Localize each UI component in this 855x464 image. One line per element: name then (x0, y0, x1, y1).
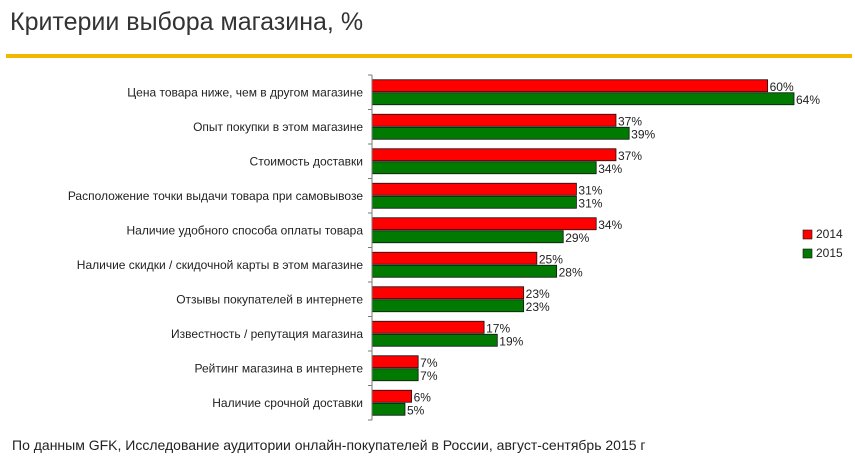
bar-2014 (371, 79, 769, 93)
bar-2014 (371, 113, 617, 127)
category-label: Опыт покупки в этом магазине (193, 120, 363, 134)
legend-label-2014: 2014 (816, 227, 843, 241)
title-divider (6, 54, 852, 58)
bar-2014 (371, 182, 577, 196)
data-label-2014: 37% (618, 149, 642, 163)
bar-2015 (371, 230, 564, 244)
data-label-2015: 7% (420, 369, 438, 383)
data-label-2015: 19% (499, 334, 523, 348)
legend-swatch-2014 (802, 229, 813, 240)
page-title: Критерии выбора магазина, % (10, 8, 364, 36)
legend-label-2015: 2015 (816, 246, 843, 260)
data-label-2015: 28% (559, 265, 583, 279)
category-label: Рейтинг магазина в интернете (195, 361, 364, 375)
bar-2015 (371, 195, 577, 209)
category-label: Наличие удобного способа оплаты товара (126, 223, 363, 237)
data-label-2014: 25% (539, 252, 563, 266)
bar-2015 (371, 126, 630, 140)
bar-2015 (371, 368, 419, 382)
bar-2015 (371, 161, 597, 175)
category-label: Расположение точки выдачи товара при сам… (68, 189, 363, 203)
category-label: Стоимость доставки (250, 154, 363, 168)
data-label-2014: 31% (578, 183, 602, 197)
category-label: Известность / репутация магазина (171, 327, 363, 341)
bar-2015 (371, 264, 558, 278)
data-label-2014: 37% (618, 114, 642, 128)
data-label-2015: 29% (565, 231, 589, 245)
bar-2014 (371, 217, 597, 231)
data-label-2014: 7% (420, 356, 438, 370)
data-label-2015: 5% (407, 403, 425, 417)
data-label-2014: 17% (486, 321, 510, 335)
bar-2014 (371, 286, 525, 300)
category-label: Отзывы покупателей в интернете (176, 292, 363, 306)
bar-2015 (371, 333, 498, 347)
category-label: Наличие срочной доставки (212, 396, 363, 410)
data-label-2014: 23% (526, 287, 550, 301)
source-footnote: По данным GFK, Исследование аудитории он… (12, 437, 646, 453)
category-label: Цена товара ниже, чем в другом магазине (127, 85, 363, 99)
bar-2014 (371, 251, 538, 265)
data-label-2015: 34% (598, 162, 622, 176)
bar-2014 (371, 389, 412, 403)
category-label: Наличие скидки / скидочной карты в этом … (77, 258, 364, 272)
bar-2014 (371, 320, 485, 334)
bar-2015 (371, 402, 406, 416)
data-label-2015: 64% (796, 93, 820, 107)
data-label-2014: 34% (598, 218, 622, 232)
legend-swatch-2015 (802, 248, 813, 259)
data-label-2014: 60% (770, 80, 794, 94)
data-label-2015: 39% (631, 127, 655, 141)
data-label-2015: 23% (526, 300, 550, 314)
bar-2014 (371, 148, 617, 162)
data-label-2014: 6% (414, 390, 432, 404)
data-label-2015: 31% (578, 196, 602, 210)
bar-2015 (371, 299, 525, 313)
bar-2015 (371, 92, 795, 106)
bar-2014 (371, 355, 419, 369)
